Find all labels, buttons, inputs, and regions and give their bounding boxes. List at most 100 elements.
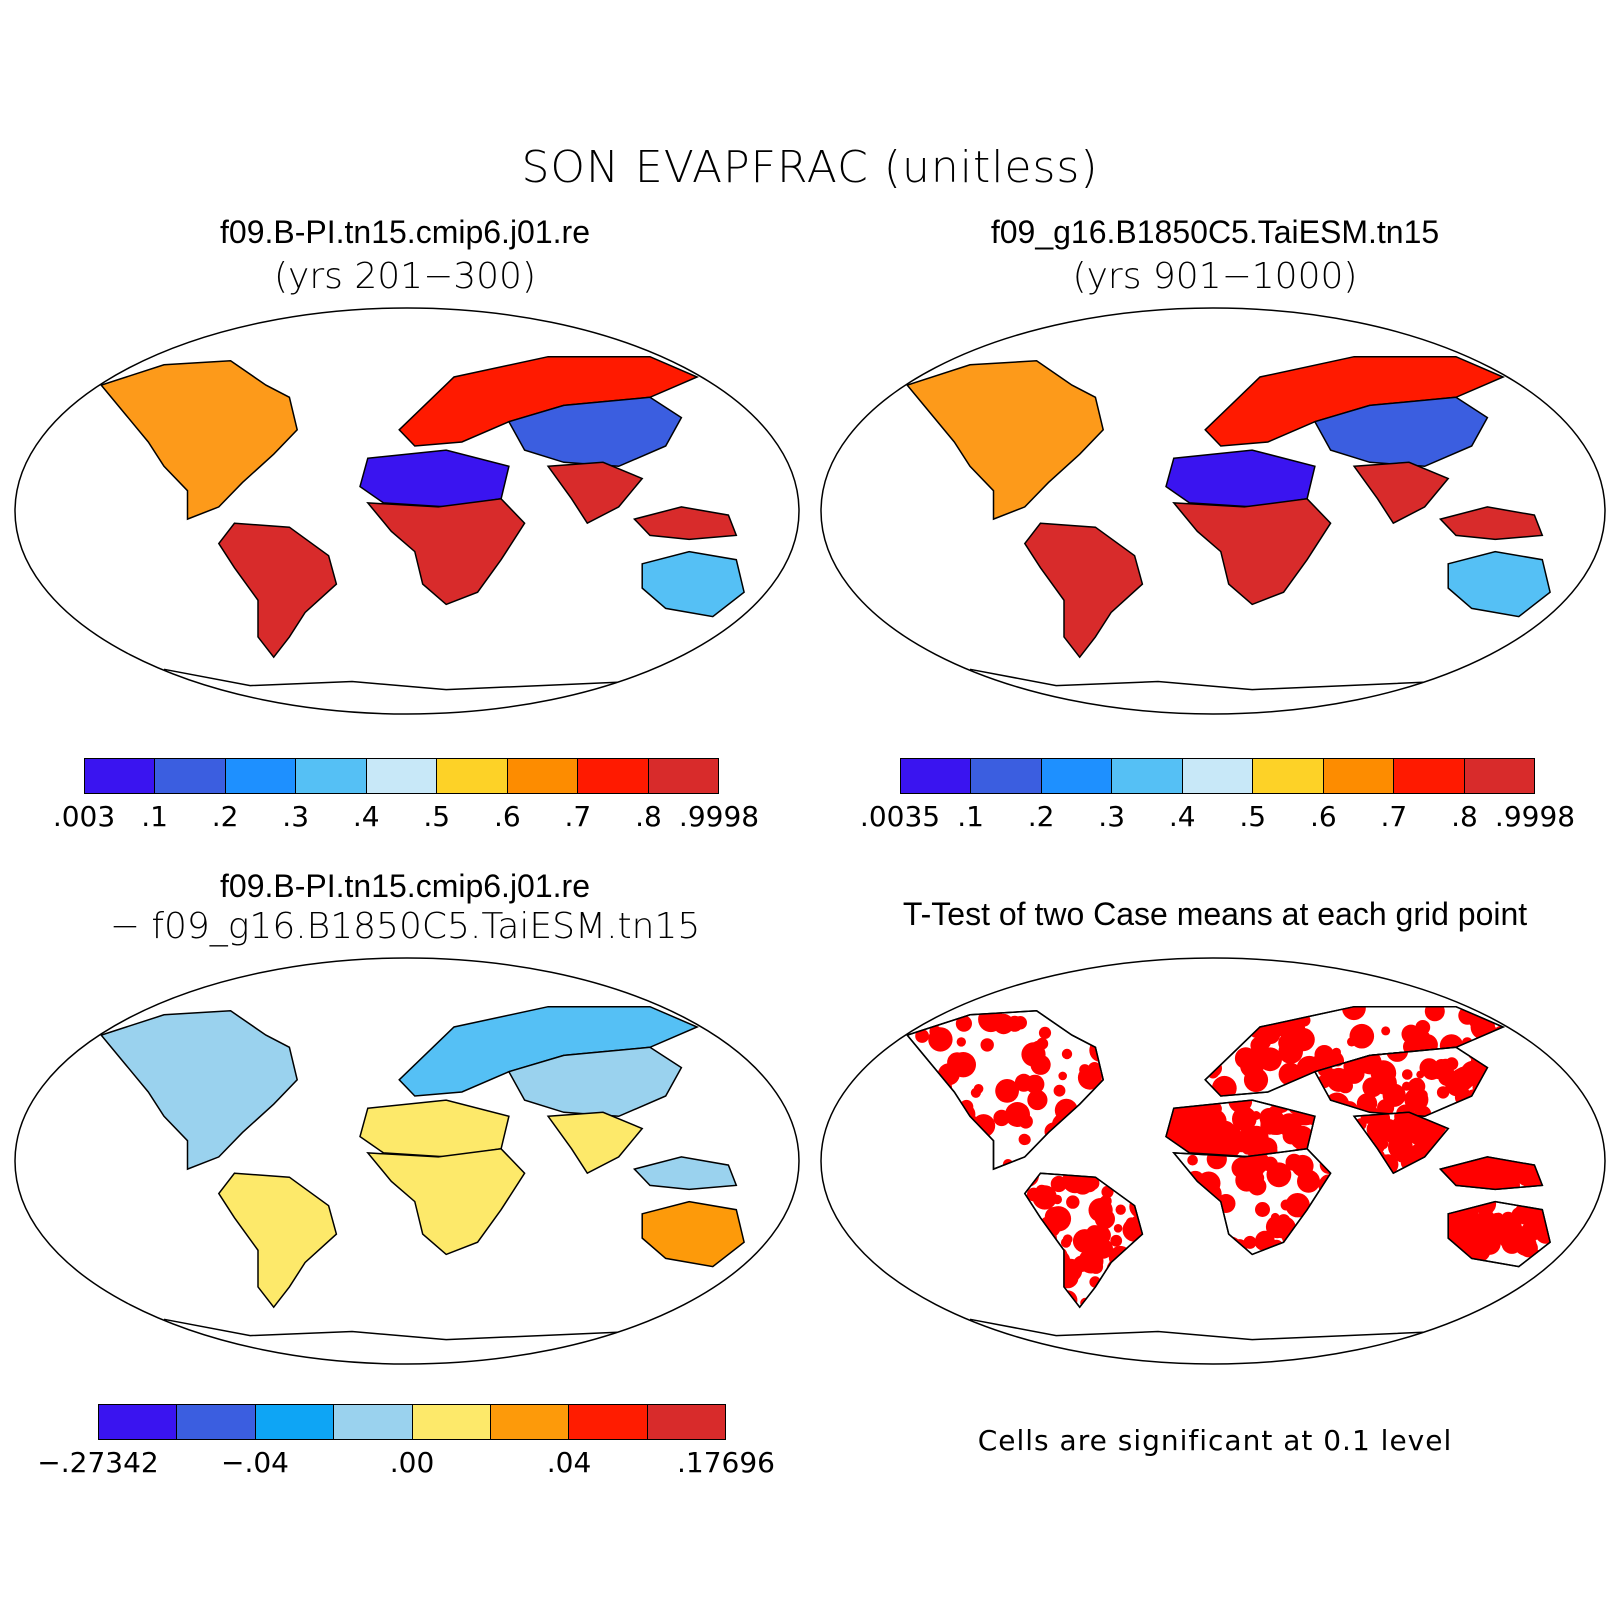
- colorbar-cell: [1464, 759, 1534, 793]
- significant-cell: [1205, 1131, 1231, 1157]
- significant-cell: [1478, 1058, 1488, 1071]
- significant-cell: [1191, 1212, 1211, 1231]
- significant-cell: [907, 1063, 919, 1084]
- significant-cell: [1198, 1237, 1209, 1247]
- significant-cell: [1024, 1256, 1031, 1266]
- significant-cell: [1204, 1217, 1226, 1238]
- significant-cell: [1355, 1129, 1364, 1138]
- significant-cell: [1210, 1032, 1231, 1054]
- significant-cell: [967, 1150, 989, 1170]
- significant-cell: [1514, 1234, 1537, 1256]
- significant-cell: [1027, 1228, 1046, 1248]
- significant-cell: [1231, 1131, 1253, 1153]
- colorbar-label: .04: [546, 1446, 592, 1479]
- significant-cell: [924, 1159, 940, 1170]
- coastline: [1172, 1148, 1332, 1256]
- significant-cell: [1091, 1115, 1104, 1134]
- significant-cell: [1050, 1175, 1067, 1193]
- significant-cell: [1122, 1217, 1143, 1242]
- landmass-central-africa: [366, 1148, 526, 1256]
- significant-cell: [1297, 1013, 1311, 1027]
- significant-cell: [1032, 1185, 1057, 1210]
- significant-cell: [1178, 1183, 1199, 1204]
- colorbar-cell: [647, 1405, 725, 1439]
- significant-cell: [972, 1114, 996, 1138]
- significant-cell: [1289, 1080, 1316, 1097]
- significant-cell: [1416, 1070, 1425, 1079]
- colorbar-cell: [99, 1405, 178, 1439]
- significant-cell: [1032, 1151, 1056, 1170]
- significant-cell: [1179, 1209, 1198, 1228]
- colorbar-label: .00: [389, 1446, 435, 1479]
- significant-cell: [1415, 1020, 1431, 1035]
- significant-cell: [1179, 1180, 1191, 1192]
- significant-cell: [1527, 1158, 1538, 1168]
- significant-cell: [938, 1159, 949, 1170]
- significance-note: Cells are significant at 0.1 level: [977, 1424, 1453, 1457]
- significant-cell: [1054, 1098, 1078, 1122]
- colorbar-cell: [507, 759, 579, 793]
- significant-cell: [1173, 1209, 1191, 1234]
- significant-cell: [955, 1015, 972, 1032]
- landmass-seasia: [1438, 506, 1544, 541]
- significant-cell: [1014, 1073, 1033, 1092]
- significant-cell: [1354, 1162, 1371, 1174]
- colorbar-cell: [648, 759, 718, 793]
- panel3-title: f09.B-PI.tn15.cmip6.j01.re: [220, 868, 590, 904]
- colorbar-cell: [1041, 759, 1113, 793]
- significant-cell: [1354, 1158, 1368, 1174]
- significant-cell: [1058, 1071, 1067, 1081]
- colorbar-cell: [437, 759, 508, 793]
- significant-cell: [1220, 1012, 1229, 1021]
- significant-cell: [1234, 1047, 1257, 1070]
- significant-cell: [1448, 1255, 1460, 1267]
- antarctica-coastline: [163, 1318, 690, 1341]
- colorbar-label: .7: [564, 800, 592, 833]
- significant-cell: [1131, 1260, 1143, 1279]
- significant-cell: [1363, 1163, 1380, 1174]
- coastline: [1023, 1172, 1144, 1309]
- coastline: [1352, 1111, 1450, 1175]
- significant-cell: [1032, 1297, 1048, 1308]
- significant-cell: [1166, 1113, 1184, 1134]
- significant-cell: [1061, 1048, 1073, 1060]
- significant-cell: [1320, 1229, 1331, 1241]
- colorbar-cell: [366, 759, 438, 793]
- map-panel-2: [820, 307, 1606, 715]
- significant-cell: [1255, 1202, 1270, 1217]
- colorbar-label: .6: [493, 800, 521, 833]
- significant-cell: [917, 1078, 936, 1097]
- significant-cell: [1466, 1064, 1478, 1076]
- significant-cell: [1173, 1174, 1182, 1189]
- landmass-north-america: [905, 360, 1105, 521]
- colorbar-cell: [1112, 759, 1183, 793]
- significant-cell: [1029, 1238, 1056, 1265]
- significant-cell: [1243, 1235, 1257, 1249]
- significant-cell: [1024, 1256, 1037, 1268]
- significant-cell: [973, 1084, 984, 1094]
- significant-cell: [1435, 1144, 1449, 1158]
- colorbar-label: .9998: [678, 800, 760, 833]
- significant-cell: [915, 1029, 929, 1043]
- significant-cell: [1337, 1078, 1353, 1094]
- panel2-title: f09_g16.B1850C5.TaiESM.tn15: [990, 214, 1440, 250]
- significant-cell: [1530, 1254, 1545, 1267]
- significant-cell: [1285, 1193, 1310, 1218]
- significant-cell: [1207, 1215, 1218, 1226]
- significant-cell: [1018, 1133, 1030, 1146]
- landmass-asia: [507, 396, 683, 468]
- colorbar-cell: [1253, 759, 1324, 793]
- significant-cell: [1535, 1201, 1551, 1213]
- significant-cell: [1024, 1173, 1040, 1188]
- colorbar-labels-panel-2: .0035 .1 .2 .3 .4 .5 .6 .7 .8 .9998: [860, 800, 1575, 834]
- colorbar-label: .9998: [1494, 800, 1576, 833]
- panel2-subtitle: (yrs 901−1000): [1072, 256, 1358, 297]
- significant-cell: [924, 1090, 950, 1117]
- colorbar-label: .8: [635, 800, 662, 833]
- significant-cell: [1212, 1033, 1235, 1056]
- significant-cell: [1062, 1234, 1073, 1244]
- colorbar-label: .6: [1309, 800, 1337, 833]
- coastline: [1447, 1200, 1551, 1268]
- landmass-south-america: [217, 522, 338, 659]
- significant-cell: [1222, 1022, 1245, 1045]
